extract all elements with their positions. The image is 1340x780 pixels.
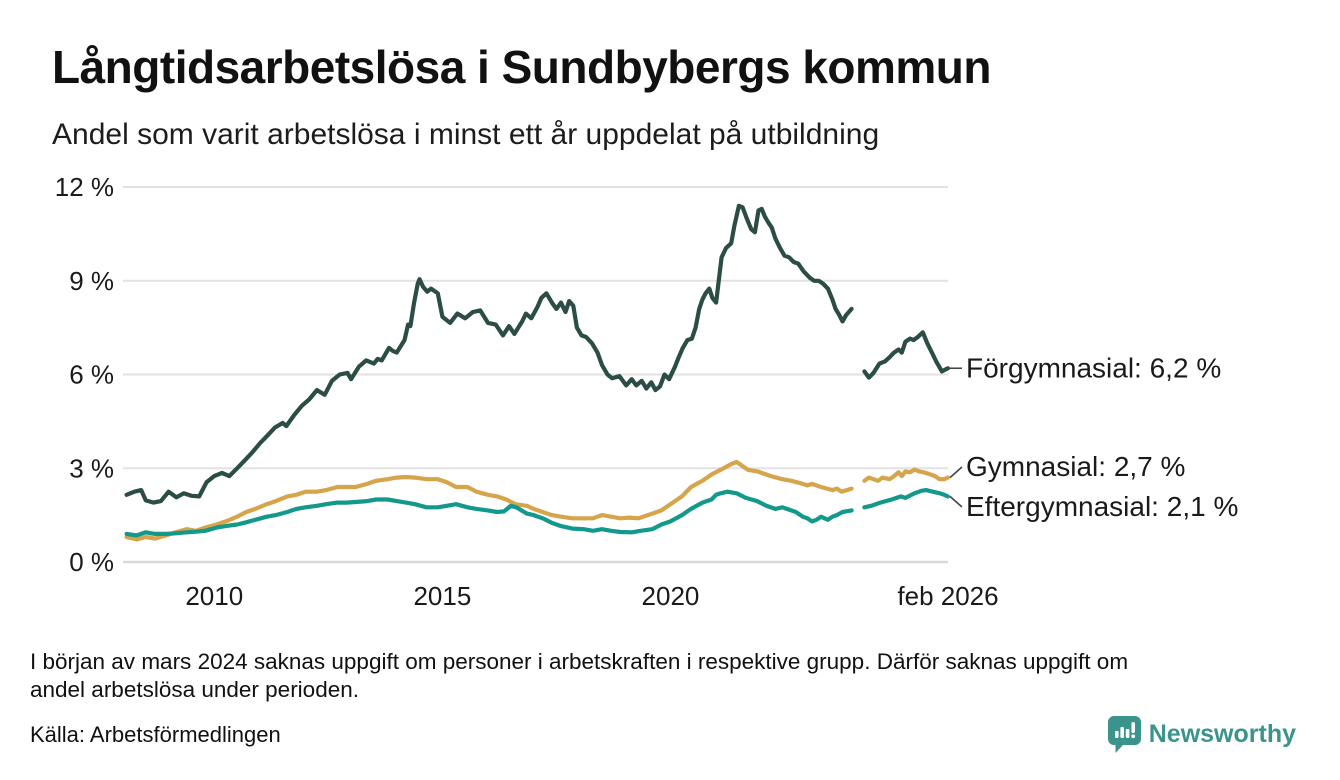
- x-tick-label: 2010: [185, 581, 243, 611]
- y-tick-label: 0 %: [69, 547, 114, 577]
- chart-subtitle: Andel som varit arbetslösa i minst ett å…: [52, 118, 880, 151]
- x-tick-label: 2015: [413, 581, 471, 611]
- chart-footnote: I början av mars 2024 saknas uppgift om …: [30, 648, 1128, 704]
- label-leader-line: [949, 466, 963, 479]
- label-leader-line: [949, 495, 963, 508]
- y-tick-label: 9 %: [69, 266, 114, 296]
- series-line-eftergymnasial: [862, 488, 950, 510]
- gridlines: [123, 186, 948, 564]
- newsworthy-logo: Newsworthy: [1107, 716, 1296, 753]
- x-tick-label: feb 2026: [897, 581, 998, 611]
- series-line-förgymnasial: [124, 203, 854, 505]
- series-line-gymnasial: [124, 459, 854, 542]
- y-tick-label: 3 %: [69, 453, 114, 483]
- source-credit: Källa: Arbetsförmedlingen: [30, 722, 281, 747]
- y-axis-labels: 0 % 3 % 6 % 9 % 12 %: [55, 172, 114, 577]
- end-label-eftergymnasial: Eftergymnasial: 2,1 %: [966, 491, 1238, 522]
- page-title: Långtidsarbetslösa i Sundbybergs kommun: [52, 41, 992, 93]
- footnote-line: I början av mars 2024 saknas uppgift om …: [30, 649, 1129, 674]
- y-tick-label: 12 %: [55, 172, 114, 202]
- x-axis-labels: 2010 2015 2020 feb 2026: [185, 581, 998, 611]
- series-line-eftergymnasial: [124, 489, 854, 538]
- end-label-förgymnasial: Förgymnasial: 6,2 %: [966, 352, 1221, 383]
- series-end-labels: Förgymnasial: 6,2 % Gymnasial: 2,7 % Efter…: [949, 352, 1238, 522]
- bar-chart-bubble-icon: [1107, 716, 1141, 753]
- series-line-gymnasial: [862, 467, 950, 483]
- data-series: [124, 203, 950, 542]
- brand-name: Newsworthy: [1148, 720, 1296, 748]
- footnote-line: andel arbetslösa under perioden.: [30, 677, 359, 702]
- series-line-förgymnasial: [862, 330, 950, 380]
- x-tick-label: 2020: [642, 581, 700, 611]
- y-tick-label: 6 %: [69, 360, 114, 390]
- end-label-gymnasial: Gymnasial: 2,7 %: [966, 451, 1185, 482]
